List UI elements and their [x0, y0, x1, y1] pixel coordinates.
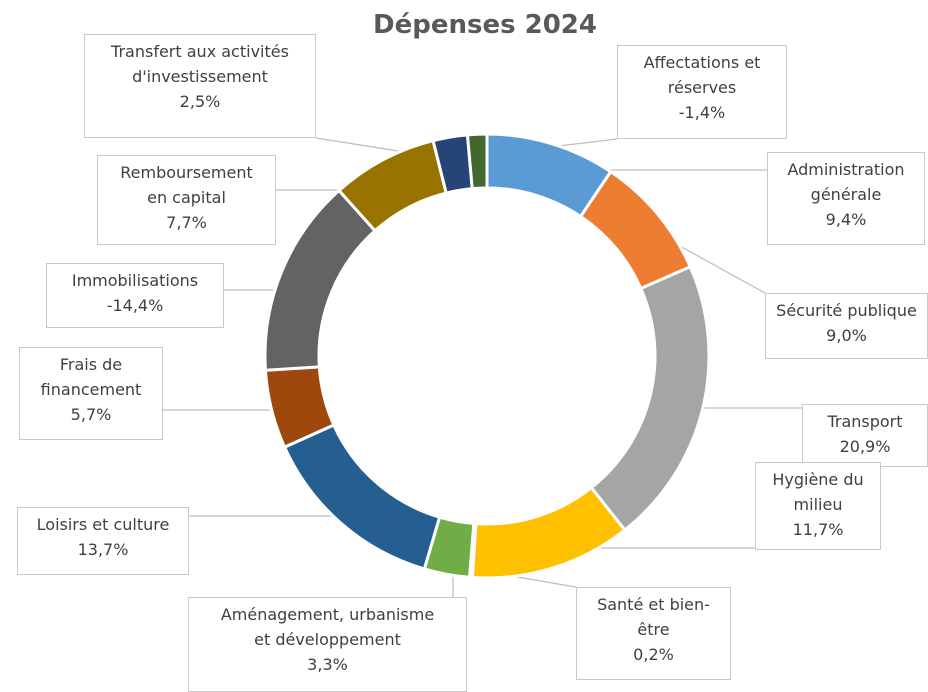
data-label-value: 5,7% — [70, 405, 112, 424]
data-label-category: réserves — [667, 78, 737, 97]
data-label: Remboursement en capital 7,7% — [97, 155, 276, 245]
data-label-value: 20,9% — [839, 437, 891, 456]
data-label: Administration générale 9,4% — [767, 152, 925, 245]
data-label-value: 13,7% — [77, 540, 129, 559]
data-label: Transfert aux activités d'investissement 2… — [84, 34, 316, 138]
data-label-value: 7,7% — [166, 213, 207, 232]
data-label-category: Hygiène du — [772, 470, 864, 489]
data-label-category: en capital — [147, 188, 226, 207]
donut-slice — [465, 132, 489, 191]
data-label: Aménagement, urbanisme et développement 3,… — [188, 597, 467, 692]
data-label: Affectations et réserves -1,4% — [617, 45, 787, 139]
data-label-value: 9,4% — [825, 210, 867, 229]
data-label-category: Transport — [827, 412, 903, 431]
data-label-value: 3,3% — [307, 655, 348, 674]
data-label: Frais de financement 5,7% — [19, 347, 163, 440]
data-label-category: milieu — [793, 495, 843, 514]
data-label-value: -14,4% — [106, 296, 164, 315]
data-label-category: Loisirs et culture — [36, 515, 170, 534]
data-label: Santé et bien-être 0,2% — [576, 587, 731, 680]
data-label: Transport 20,9% — [802, 404, 928, 467]
data-label-value: -1,4% — [678, 103, 726, 122]
data-label-category: Affectations et — [643, 53, 761, 72]
data-label: Hygiène du milieu 11,7% — [755, 462, 881, 550]
data-label: Immobilisations -14,4% — [46, 263, 224, 328]
data-label-value: 11,7% — [792, 520, 844, 539]
data-label-category: Transfert aux activités — [111, 42, 289, 61]
data-label: Sécurité publique 9,0% — [765, 293, 928, 359]
data-label-value: 2,5% — [179, 92, 221, 111]
data-label-category: Sécurité publique — [776, 301, 917, 320]
data-label-category: Remboursement — [120, 163, 253, 182]
data-label-category: Santé et bien- — [597, 595, 710, 614]
data-label-category: Administration — [787, 160, 905, 179]
data-label-category: Immobilisations — [71, 271, 199, 290]
data-label-category: financement — [40, 380, 142, 399]
data-label-category: Frais de — [59, 355, 123, 374]
data-label-category: Aménagement, urbanisme — [220, 605, 435, 624]
data-label-value: 9,0% — [826, 326, 867, 345]
data-label: Loisirs et culture 13,7% — [17, 507, 189, 575]
chart-title: Dépenses 2024 — [373, 10, 597, 40]
donut-slice — [470, 485, 627, 580]
data-label-category: générale — [810, 185, 882, 204]
data-label-category: et développement — [254, 630, 401, 649]
data-label-category: d'investissement — [132, 67, 268, 86]
donut-slice — [589, 264, 711, 533]
data-label-value: 0,2% — [633, 645, 674, 664]
data-label-category: être — [637, 620, 670, 639]
donut-slice — [282, 422, 442, 571]
donut-slice — [263, 188, 378, 372]
